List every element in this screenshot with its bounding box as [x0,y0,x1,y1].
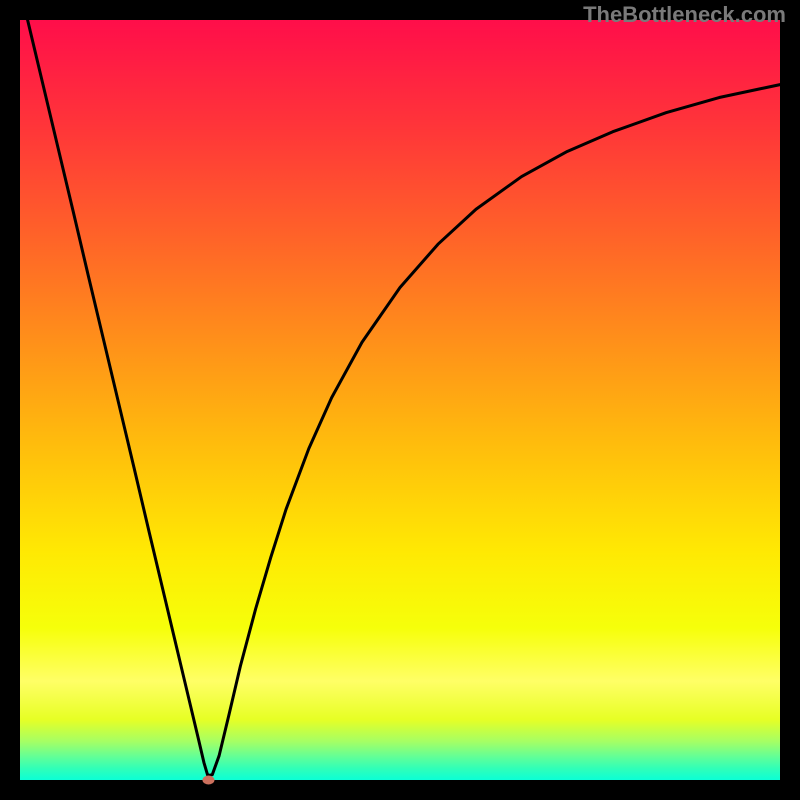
chart-frame: TheBottleneck.com [0,0,800,800]
watermark-text: TheBottleneck.com [583,2,786,28]
plot-background [20,20,780,780]
minimum-marker [202,776,214,785]
bottleneck-chart [0,0,800,800]
